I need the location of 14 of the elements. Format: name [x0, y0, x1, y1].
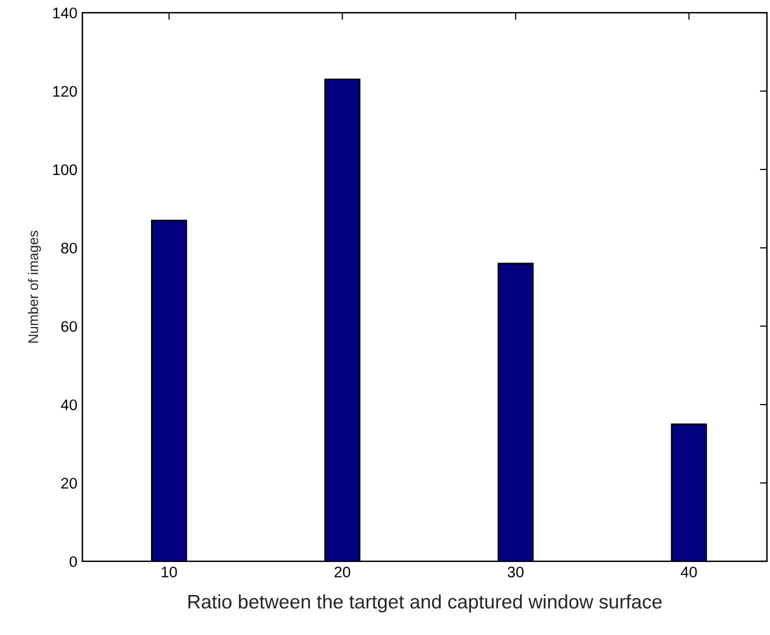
- y-tick-label: 0: [70, 556, 77, 568]
- x-tick-label: 10: [162, 566, 177, 578]
- x-tick-label: 30: [508, 566, 524, 578]
- y-tick-label: 40: [60, 399, 77, 410]
- x-tick-label: 40: [680, 566, 697, 578]
- y-tick-label: 60: [61, 321, 77, 332]
- y-tick-label: 120: [53, 86, 77, 97]
- y-tick-label: 140: [53, 8, 77, 18]
- y-tick-label: 20: [61, 478, 77, 489]
- y-tick-label: 100: [53, 164, 77, 176]
- y-tick-label: 80: [61, 242, 77, 254]
- x-axis-title: Ratio between the tartget and captured window surface: [188, 594, 662, 612]
- y-axis-title: Number of images: [28, 230, 41, 343]
- x-tick-label: 20: [334, 566, 350, 578]
